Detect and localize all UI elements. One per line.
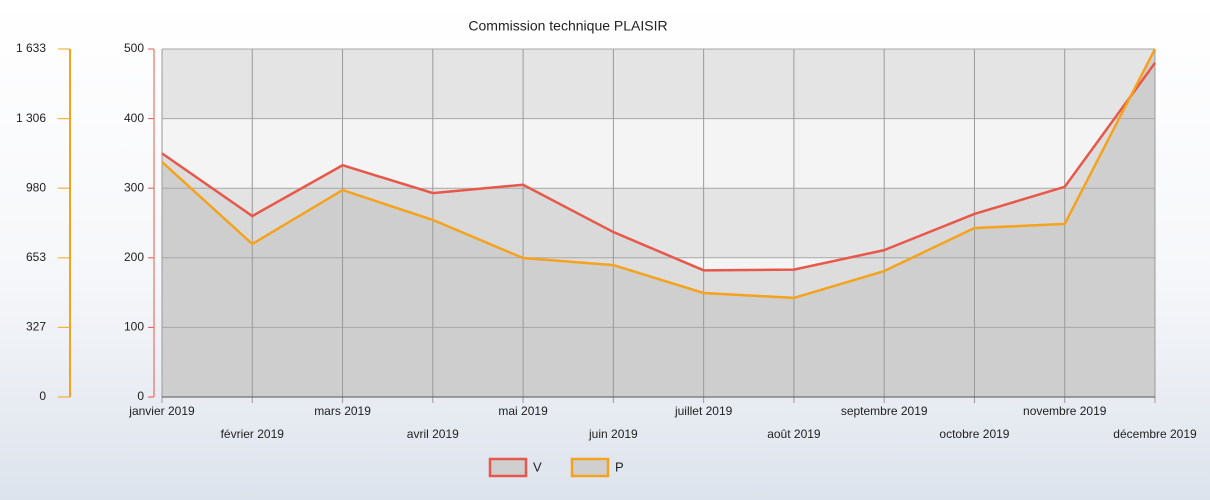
y-tick-label: 500 xyxy=(124,41,144,55)
legend-swatch[interactable] xyxy=(488,457,528,478)
plot-band xyxy=(162,49,1155,119)
x-tick-label: juin 2019 xyxy=(588,427,638,441)
line xyxy=(161,62,1157,272)
line xyxy=(161,48,1157,300)
x-tick-label: août 2019 xyxy=(767,427,821,441)
y2-tick-label: 1 306 xyxy=(16,111,46,125)
x-tick-label: octobre 2019 xyxy=(939,427,1009,441)
x-tick-label: février 2019 xyxy=(221,427,285,441)
x-tick-label: avril 2019 xyxy=(407,427,459,441)
y2-tick-label: 653 xyxy=(26,250,46,264)
legend-label[interactable]: V xyxy=(533,459,542,474)
y-tick-label: 300 xyxy=(124,180,144,194)
y-tick-label: 100 xyxy=(124,320,144,334)
x-tick-label: septembre 2019 xyxy=(841,404,928,418)
x-tick-label: mars 2019 xyxy=(314,404,371,418)
chart-title: Commission technique PLAISIR xyxy=(468,18,667,34)
y2-tick-label: 980 xyxy=(26,180,46,194)
x-tick-label: novembre 2019 xyxy=(1023,404,1107,418)
x-tick-label: janvier 2019 xyxy=(128,404,195,418)
y-tick-label: 0 xyxy=(137,389,144,403)
x-tick-label: décembre 2019 xyxy=(1113,427,1197,441)
y-tick-label: 200 xyxy=(124,250,144,264)
y-tick-label: 400 xyxy=(124,111,144,125)
y2-tick-label: 0 xyxy=(39,389,46,403)
area xyxy=(162,49,1155,397)
y2-tick-label: 1 633 xyxy=(16,41,46,55)
legend-swatch[interactable] xyxy=(570,457,610,478)
legend-label[interactable]: P xyxy=(615,459,624,474)
x-tick-label: mai 2019 xyxy=(498,404,548,418)
x-tick-label: juillet 2019 xyxy=(674,404,733,418)
plot-band xyxy=(162,118,1155,189)
y2-tick-label: 327 xyxy=(26,319,46,333)
